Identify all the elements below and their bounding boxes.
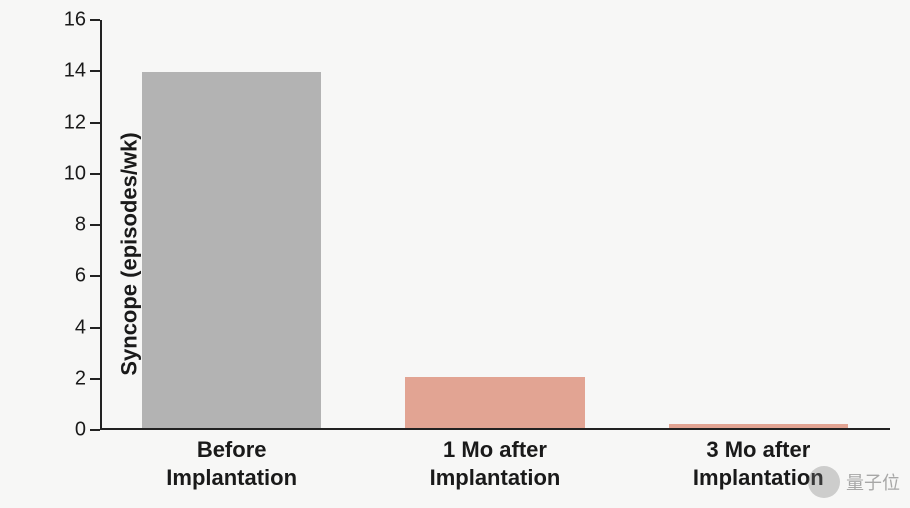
x-category-label-line1: Before bbox=[100, 436, 363, 464]
y-tick-label: 2 bbox=[75, 367, 100, 390]
y-tick-label: 10 bbox=[64, 162, 100, 185]
y-axis-line bbox=[100, 20, 102, 430]
x-category-label: 1 Mo afterImplantation bbox=[363, 430, 626, 491]
watermark: 量子位 bbox=[808, 466, 900, 498]
y-tick-label: 0 bbox=[75, 419, 100, 442]
x-category-label-line2: Implantation bbox=[363, 464, 626, 492]
bar bbox=[405, 377, 584, 428]
x-category-label: BeforeImplantation bbox=[100, 430, 363, 491]
watermark-icon bbox=[808, 466, 840, 498]
y-tick-label: 6 bbox=[75, 265, 100, 288]
x-category-label-line1: 3 Mo after bbox=[627, 436, 890, 464]
y-tick-label: 14 bbox=[64, 60, 100, 83]
x-category-label-line2: Implantation bbox=[100, 464, 363, 492]
y-tick-label: 16 bbox=[64, 9, 100, 32]
watermark-text: 量子位 bbox=[846, 469, 900, 495]
x-category-label-line1: 1 Mo after bbox=[363, 436, 626, 464]
y-tick-label: 8 bbox=[75, 214, 100, 237]
bar bbox=[669, 424, 848, 428]
bar bbox=[142, 72, 321, 428]
y-tick-label: 12 bbox=[64, 111, 100, 134]
y-tick-label: 4 bbox=[75, 316, 100, 339]
syncope-bar-chart: Syncope (episodes/wk) 0246810121416Befor… bbox=[0, 0, 910, 508]
plot-area: 0246810121416BeforeImplantation1 Mo afte… bbox=[100, 20, 890, 430]
